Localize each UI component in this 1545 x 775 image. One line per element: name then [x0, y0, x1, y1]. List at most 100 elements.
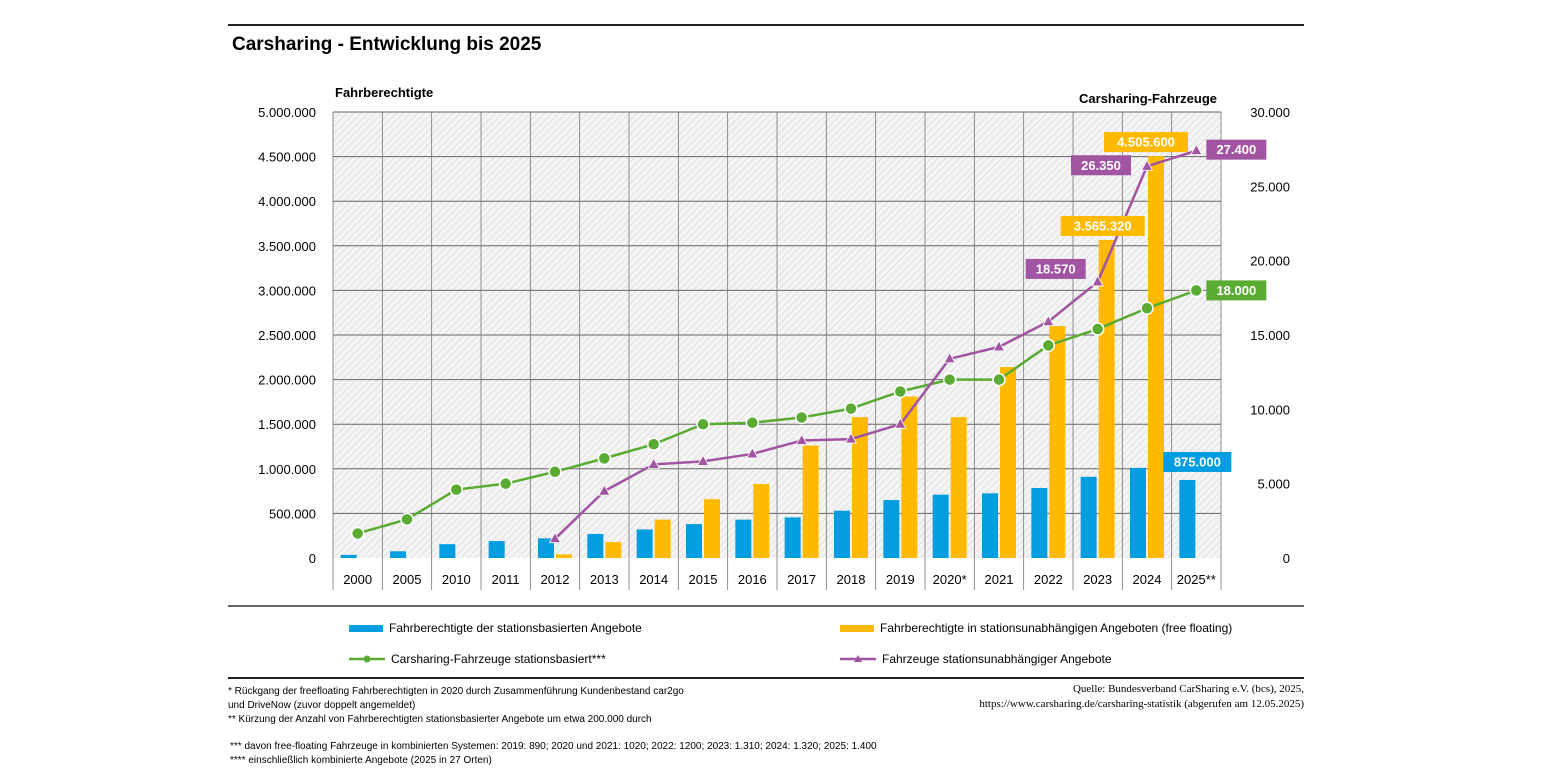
x-tick-label: 2018 [837, 572, 866, 587]
marker-vehicles-station [942, 372, 957, 387]
legend-swatch-purple-line [840, 655, 876, 662]
y-right-tick-label: 5.000 [1257, 477, 1290, 492]
legend-label: Fahrberechtigte der stationsbasierten An… [389, 621, 642, 635]
footnote-1: * Rückgang der freefloating Fahrberechti… [228, 685, 684, 727]
data-label-box [1071, 155, 1131, 176]
footnote-3: *** davon free-floating Fahrzeuge in kom… [230, 740, 877, 768]
footnote-1-line-1: * Rückgang der freefloating Fahrberechti… [228, 686, 684, 697]
marker-vehicles-free [746, 447, 759, 459]
marker-vehicles-station [794, 410, 809, 425]
left-axis-title: Fahrberechtigte [335, 85, 433, 100]
y-left-tick-label: 4.000.000 [258, 194, 316, 209]
y-left-tick-label: 1.000.000 [258, 462, 316, 477]
data-label-box [1206, 280, 1267, 301]
data-label: 27.400 [1216, 142, 1256, 157]
data-label-box [1060, 215, 1145, 236]
marker-vehicles-station [1041, 338, 1056, 353]
bar-free-floating [1049, 326, 1066, 558]
marker-vehicles-station [498, 476, 513, 491]
bars [340, 156, 1196, 559]
data-label-box [1163, 451, 1232, 472]
x-tick-label: 2025** [1177, 572, 1216, 587]
legend-item-free-floating: Fahrberechtigte in stationsunabhängigen … [840, 621, 1232, 635]
y-left-tick-label: 1.500.000 [258, 417, 316, 432]
chart-title: Carsharing - Entwicklung bis 2025 [232, 34, 542, 55]
footnote-1-line-2: und DriveNow (zuvor doppelt angemeldet) [228, 700, 416, 711]
bar-free-floating [852, 417, 868, 558]
axes: 0 500.000 1.000.000 1.500.000 2.000.000 2.500… [258, 105, 1290, 590]
bar-station-based [636, 529, 653, 558]
bar-free-floating [753, 483, 770, 558]
y-left-tick-label: 500.000 [269, 506, 316, 521]
lines [350, 143, 1204, 544]
data-label: 26.350 [1081, 158, 1121, 173]
bar-station-based [932, 494, 949, 558]
bar-free-floating [654, 519, 671, 558]
x-tick-label: 2000 [343, 572, 372, 587]
bar-station-based [439, 544, 456, 558]
x-tick-label: 2024 [1133, 572, 1162, 587]
marker-vehicles-station [893, 384, 908, 399]
legend-label: Fahrzeuge stationsunabhängiger Angebote [882, 652, 1112, 666]
data-label: 18.000 [1216, 283, 1256, 298]
marker-vehicles-free [795, 433, 808, 445]
line-vehicles-free [554, 149, 1197, 540]
y-right-tick-label: 0 [1283, 551, 1290, 566]
x-tick-label: 2022 [1034, 572, 1063, 587]
legend-item-vehicles-station: Carsharing-Fahrzeuge stationsbasiert*** [349, 652, 606, 666]
top-rule [228, 24, 1304, 26]
marker-vehicles-free [844, 432, 858, 444]
bar-station-based [390, 551, 406, 558]
source-link[interactable]: https://www.carsharing.de/carsharing-sta… [979, 698, 1304, 710]
marker-vehicles-station [1140, 301, 1154, 315]
bar-station-based [488, 541, 505, 558]
marker-vehicles-station [696, 417, 710, 431]
marker-vehicles-free [598, 484, 611, 496]
bar-station-based [834, 510, 850, 558]
legend-label: Fahrberechtigte in stationsunabhängigen … [880, 621, 1233, 635]
y-right-tick-label: 15.000 [1250, 328, 1290, 343]
marker-vehicles-free [894, 417, 907, 429]
y-left-tick-label: 2.000.000 [258, 373, 316, 388]
bar-free-floating [1000, 367, 1016, 558]
bar-station-based [538, 538, 554, 558]
marker-vehicles-station [646, 437, 661, 452]
marker-vehicles-station [350, 526, 365, 541]
bar-station-based [1130, 467, 1146, 558]
x-tick-label: 2011 [492, 572, 520, 587]
bar-free-floating [901, 396, 918, 558]
bar-station-based [784, 517, 801, 558]
marker-vehicles-free [647, 457, 660, 469]
marker-vehicles-free [1190, 143, 1203, 156]
bar-station-based [1080, 476, 1097, 558]
footnote-2: ** Kürzung der Anzahl von Fahrberechtigt… [228, 714, 652, 725]
x-tick-label: 2010 [442, 572, 471, 587]
data-label: 875.000 [1174, 454, 1221, 469]
x-tick-label: 2023 [1083, 572, 1112, 587]
marker-vehicles-station [449, 482, 464, 497]
data-label-box [1206, 139, 1267, 160]
y-right-tick-label: 30.000 [1250, 105, 1290, 120]
bar-free-floating [1148, 156, 1164, 559]
marker-vehicles-station [1189, 283, 1204, 298]
bar-free-floating [1098, 239, 1115, 558]
x-tick-label: 2021 [985, 572, 1014, 587]
bar-station-based [587, 533, 604, 558]
bar-station-based [340, 554, 357, 558]
x-tick-label: 2017 [787, 572, 816, 587]
x-tick-label: 2012 [541, 572, 570, 587]
footnote-4: **** einschließlich kombinierte Angebote… [230, 755, 492, 766]
line-vehicles-station [357, 289, 1197, 535]
y-left-tick-label: 5.000.000 [258, 105, 316, 120]
footnote-3-text: *** davon free-floating Fahrzeuge in kom… [230, 741, 877, 752]
data-labels: 4.505.600 3.565.320 26.350 27.400 18.570 18.0… [1025, 132, 1267, 472]
bar-free-floating [556, 554, 572, 558]
legend-swatch-blue [349, 624, 383, 632]
data-label: 3.565.320 [1074, 218, 1132, 233]
legend-item-station-based: Fahrberechtigte der stationsbasierten An… [349, 621, 642, 635]
x-tick-label: 2015 [689, 572, 718, 587]
bar-station-based [982, 493, 998, 558]
y-left-tick-label: 0 [309, 551, 316, 566]
x-tick-label: 2014 [639, 572, 668, 587]
